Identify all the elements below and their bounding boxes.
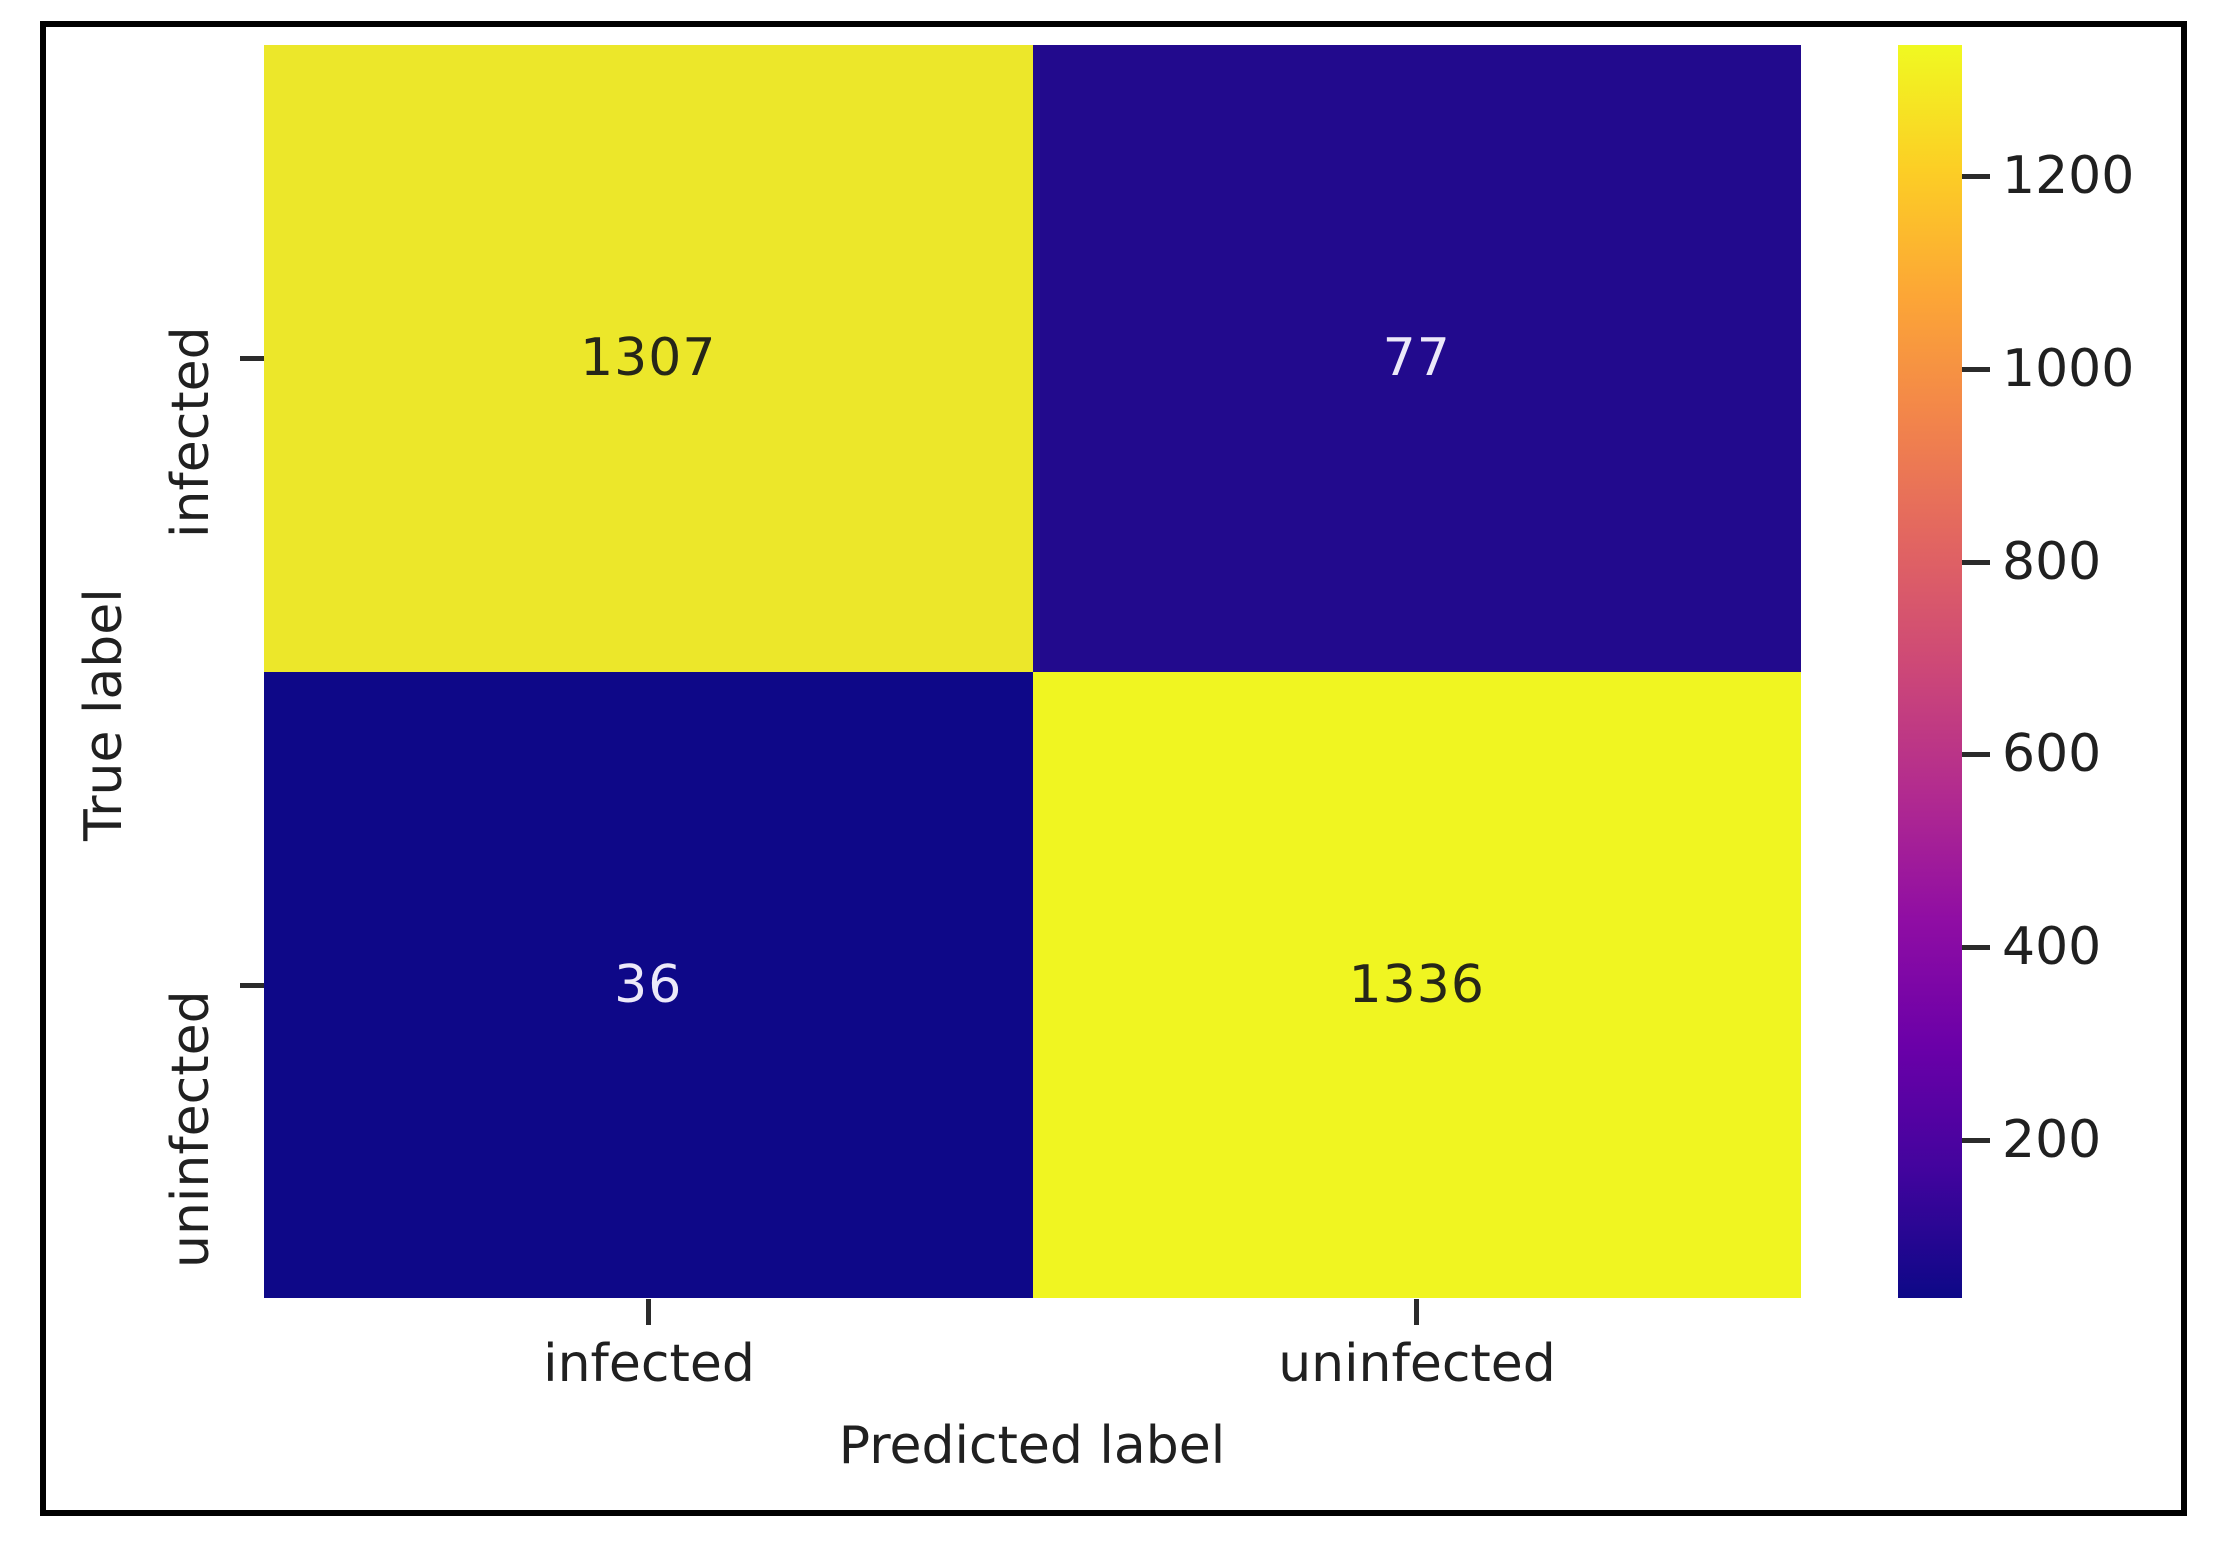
y-tick-mark-uninfected [240, 983, 264, 988]
confusion-matrix: 1307 77 36 1336 [264, 45, 1801, 1298]
matrix-cell-true-uninfected-pred-infected: 36 [264, 671, 1033, 1298]
x-tick-label-uninfected: uninfected [1278, 1334, 1556, 1394]
x-tick-mark-infected [646, 1299, 651, 1325]
y-axis-title: True label [74, 588, 134, 841]
colorbar-label-400: 400 [2002, 917, 2102, 977]
colorbar-plasma-gradient [1898, 45, 1962, 1298]
colorbar-label-800: 800 [2002, 532, 2102, 592]
matrix-cell-true-infected-pred-infected: 1307 [264, 45, 1033, 672]
colorbar-tick-mark-1200 [1962, 174, 1990, 179]
y-tick-label-uninfected: uninfected [161, 990, 221, 1268]
y-tick-label-infected: infected [161, 326, 221, 538]
cell-value: 1307 [580, 328, 717, 389]
cell-value: 77 [1382, 328, 1451, 389]
colorbar-label-200: 200 [2002, 1110, 2102, 1170]
colorbar-tick-mark-600 [1962, 752, 1990, 757]
colorbar-tick-mark-200 [1962, 1138, 1990, 1143]
cell-value: 36 [614, 954, 683, 1015]
x-axis-title: Predicted label [838, 1416, 1226, 1476]
cell-value: 1336 [1348, 954, 1485, 1015]
matrix-cell-true-uninfected-pred-uninfected: 1336 [1032, 671, 1801, 1298]
x-tick-mark-uninfected [1414, 1299, 1419, 1325]
matrix-cell-true-infected-pred-uninfected: 77 [1032, 45, 1801, 672]
colorbar-label-600: 600 [2002, 724, 2102, 784]
y-tick-mark-infected [240, 356, 264, 361]
colorbar-tick-mark-800 [1962, 560, 1990, 565]
colorbar-tick-mark-400 [1962, 945, 1990, 950]
x-tick-label-infected: infected [543, 1334, 755, 1394]
colorbar-label-1200: 1200 [2002, 146, 2135, 206]
colorbar-label-1000: 1000 [2002, 339, 2135, 399]
colorbar-tick-mark-1000 [1962, 367, 1990, 372]
